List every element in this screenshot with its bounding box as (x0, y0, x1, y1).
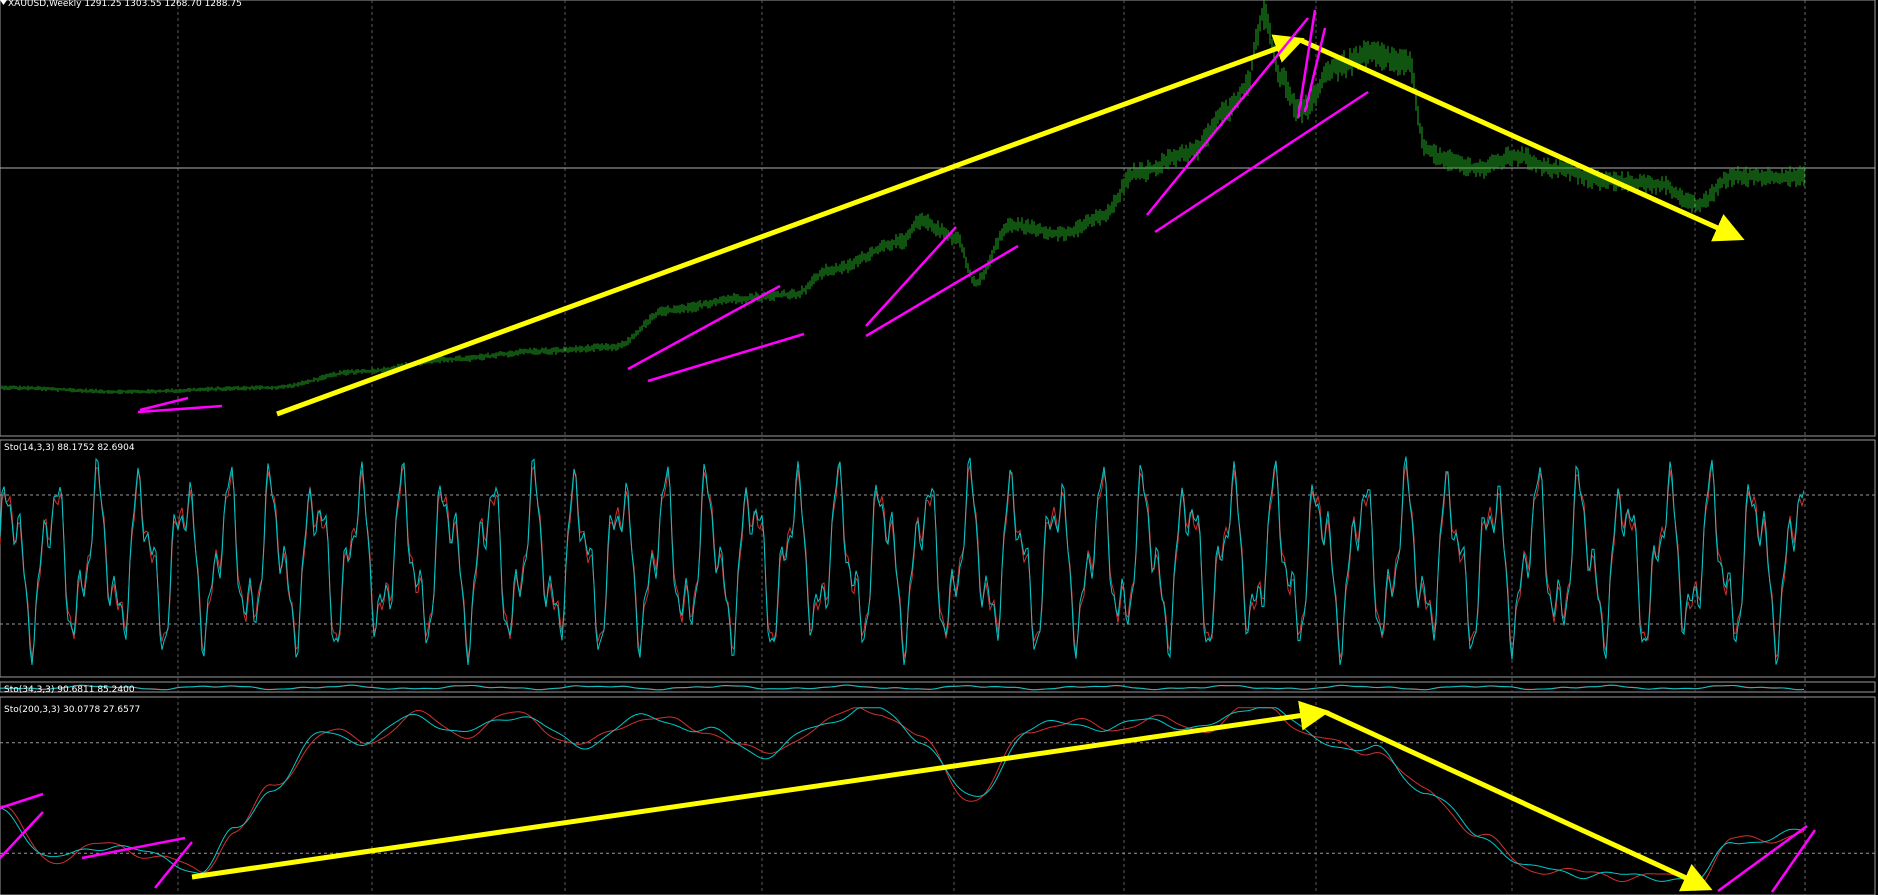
minor-trendline (139, 396, 189, 412)
stoch-trendline-up-arrow (191, 700, 1330, 880)
minor-trendline (647, 332, 805, 383)
stoch-34-main-line (0, 684, 1805, 691)
minor-trendline (1717, 824, 1808, 893)
symbol-label: XAUUSD,Weekly 1291.25 1303.55 1268.70 12… (8, 0, 242, 9)
minor-trendline (627, 284, 781, 371)
stoch-200-label: Sto(200,3,3) 30.0778 27.6577 (4, 705, 140, 715)
minor-trendline (81, 836, 186, 860)
minor-trendline (1146, 17, 1309, 216)
minor-trendline (0, 811, 44, 859)
chart-panel (0, 696, 1876, 895)
trendline-up-arrow (276, 34, 1305, 417)
collapse-triangle-icon[interactable] (0, 0, 7, 5)
trendline-down-arrow (1298, 37, 1745, 242)
minor-trendline (1770, 829, 1817, 893)
minor-trendline (154, 841, 193, 889)
price-bars (1, 0, 1805, 395)
stoch-14-label: Sto(14,3,3) 88.1752 82.6904 (4, 443, 135, 453)
stoch-34-label: Sto(34,3,3) 90.6811 85.2400 (4, 685, 135, 695)
minor-trendline (865, 244, 1019, 338)
minor-trendline (865, 226, 957, 327)
chart-panel (0, 681, 1876, 693)
stoch-14-main-line (0, 456, 1805, 665)
stoch-200-main-line (0, 707, 1805, 882)
stoch-trendline-down-arrow (1323, 709, 1713, 892)
minor-trendline (1296, 9, 1317, 119)
minor-trendline (1154, 90, 1369, 234)
minor-trendline (137, 404, 223, 414)
chart-panel (0, 0, 1876, 437)
minor-trendline (1303, 27, 1327, 113)
minor-trendline (0, 792, 44, 810)
